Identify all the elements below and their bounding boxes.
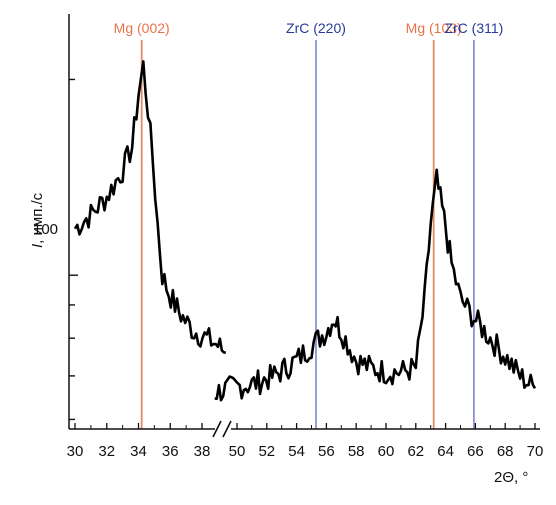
x-tick-label-38: 38 (194, 443, 211, 460)
x-tick-label-50: 50 (229, 443, 246, 460)
x-tick-label-64: 64 (437, 443, 454, 460)
x-tick-label-32: 32 (98, 443, 115, 460)
x-tick-label-60: 60 (378, 443, 395, 460)
x-tick-label-66: 66 (467, 443, 484, 460)
x-tick-label-68: 68 (497, 443, 514, 460)
reference-label-2: ZrC (220) (286, 20, 346, 36)
x-tick-label-30: 30 (67, 443, 84, 460)
axis-break-mark-1 (212, 420, 222, 438)
x-tick-label-70: 70 (527, 443, 544, 460)
curve-segment-1 (73, 60, 226, 354)
x-tick-label-52: 52 (258, 443, 275, 460)
y-axis-label: I, имп./с (29, 192, 46, 248)
reference-label-1: Mg (002) (114, 20, 170, 36)
curve-segment-2 (214, 168, 537, 402)
x-axis-label: 2Θ, ° (494, 469, 528, 486)
y-axis-label-symbol: I (29, 244, 46, 248)
diffraction-curve (73, 60, 537, 402)
axes (68, 14, 540, 438)
y-tick-label-100: 100 (33, 221, 58, 238)
x-tick-label-54: 54 (288, 443, 305, 460)
y-axis-label-units: , имп./с (29, 192, 46, 243)
reference-label-3: Mg (103) (406, 20, 462, 36)
x-tick-label-62: 62 (407, 443, 424, 460)
x-tick-label-36: 36 (162, 443, 179, 460)
reference-label-4: ZrC (311) (444, 20, 503, 36)
x-tick-label-56: 56 (318, 443, 335, 460)
x-ticks: 30 32 34 36 38 50 52 54 56 58 60 62 64 66 68 70 (67, 423, 544, 460)
x-tick-label-58: 58 (348, 443, 365, 460)
axis-break-mark-2 (222, 420, 232, 438)
x-tick-label-34: 34 (130, 443, 147, 460)
y-ticks (69, 78, 78, 421)
reference-lines: Mg (002) ZrC (220) Mg (103)ZrC (311) (114, 20, 503, 429)
